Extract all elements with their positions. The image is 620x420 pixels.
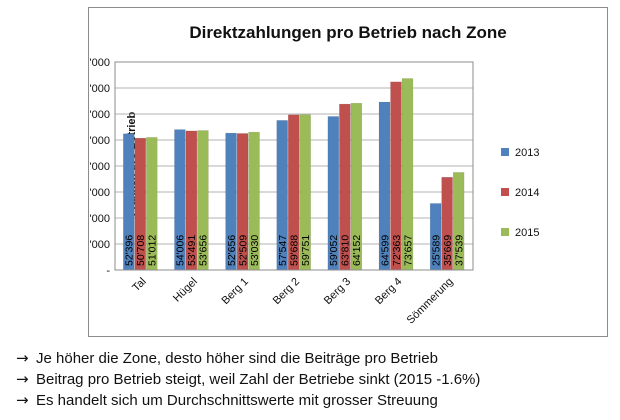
x-tick-label: Berg 2 — [271, 276, 302, 307]
plot-area-border — [114, 61, 474, 271]
arrow-right-icon: → — [16, 391, 29, 409]
y-tick-label: 80'000 — [89, 57, 110, 69]
data-label: 35'669 — [442, 235, 454, 266]
note-text: Je höher die Zone, desto höher sind die … — [36, 350, 438, 367]
data-label: 51'012 — [147, 235, 159, 266]
note-item: → Beitrag pro Betrieb steigt, weil Zahl d… — [16, 369, 480, 390]
arrow-right-icon: → — [16, 349, 29, 367]
y-tick-label: 40'000 — [89, 161, 110, 173]
data-label: 64'152 — [351, 235, 363, 266]
data-label: 63'810 — [340, 235, 352, 266]
chart-title: Direktzahlungen pro Betrieb nach Zone — [189, 23, 506, 42]
legend-swatch — [501, 148, 509, 156]
data-label: 37'539 — [453, 235, 465, 266]
data-label: 52'396 — [124, 235, 136, 266]
data-label: 25'589 — [430, 235, 442, 266]
x-tick-label: Berg 4 — [373, 276, 404, 307]
y-tick-label: 30'000 — [89, 187, 110, 199]
legend-label: 2013 — [515, 147, 539, 159]
y-tick-label: 10'000 — [89, 239, 110, 251]
x-tick-label: Berg 3 — [322, 276, 353, 307]
data-label: 72'363 — [391, 235, 403, 266]
data-label: 50'708 — [135, 235, 147, 266]
bar-chart: Direktzahlungen pro Betrieb nach Zone Fr… — [89, 23, 539, 327]
note-item: → Es handelt sich um Durchschnittswerte m… — [16, 390, 480, 411]
y-tick-label: 70'000 — [89, 83, 110, 95]
arrow-right-icon: → — [16, 370, 29, 388]
data-label: 52'656 — [226, 235, 238, 266]
x-tick-label: Sömmerung — [405, 276, 456, 327]
legend-label: 2015 — [515, 227, 539, 239]
y-tick-label: 50'000 — [89, 135, 110, 147]
data-label: 54'006 — [175, 235, 187, 266]
x-tick-label: Hügel — [171, 276, 200, 305]
data-label: 53'030 — [249, 235, 261, 266]
data-label: 53'656 — [198, 235, 210, 266]
legend-swatch — [501, 228, 509, 236]
note-text: Beitrag pro Betrieb steigt, weil Zahl de… — [36, 371, 481, 388]
data-label: 59'688 — [289, 235, 301, 266]
legend-label: 2014 — [515, 187, 539, 199]
data-label: 53'491 — [186, 235, 198, 266]
legend-swatch — [501, 188, 509, 196]
data-label: 52'509 — [237, 235, 249, 266]
chart-frame: Direktzahlungen pro Betrieb nach Zone Fr… — [88, 7, 608, 337]
x-tick-label: Berg 1 — [220, 276, 251, 307]
data-label: 64'599 — [379, 235, 391, 266]
data-label: 59'052 — [328, 235, 340, 266]
data-label: 57'547 — [277, 235, 289, 266]
note-item: → Je höher die Zone, desto höher sind die… — [16, 348, 480, 369]
y-tick-label: 60'000 — [89, 109, 110, 121]
y-tick-label: - — [106, 265, 110, 277]
y-tick-label: 20'000 — [89, 213, 110, 225]
data-label: 59'751 — [300, 235, 312, 266]
data-label: 73'657 — [402, 235, 414, 266]
notes-list: → Je höher die Zone, desto höher sind die… — [16, 348, 480, 411]
note-text: Es handelt sich um Durchschnittswerte mi… — [36, 392, 438, 409]
x-tick-label: Tal — [130, 276, 148, 294]
